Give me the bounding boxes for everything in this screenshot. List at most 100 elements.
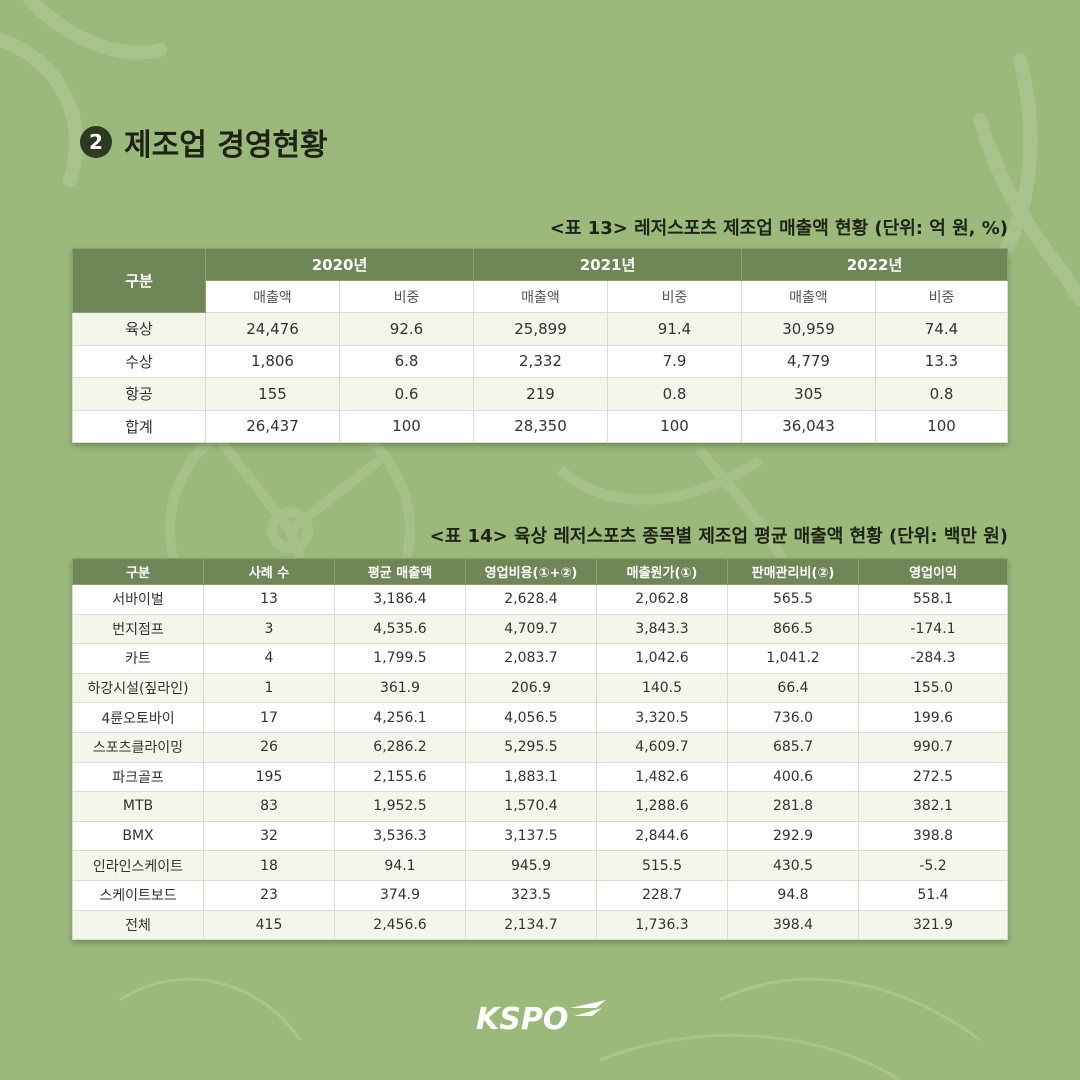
table-cell: 74.4	[875, 312, 1008, 346]
column-header: 영업이익	[858, 558, 1008, 585]
table-row: 카트 4 1,799.5 2,083.7 1,042.6 1,041.2 -284.3	[72, 643, 1008, 674]
sub-header-share: 비중	[607, 280, 742, 313]
sub-header-sales: 매출액	[205, 280, 340, 313]
table-cell: 2,134.7	[465, 909, 597, 941]
table-cell: 736.0	[727, 702, 859, 733]
table-cell: 195	[203, 761, 335, 793]
table-cell: 1,482.6	[596, 761, 728, 793]
table-cell: 26	[203, 731, 335, 763]
section-number-badge: 2	[80, 126, 112, 158]
table-cell: 23	[203, 879, 335, 911]
column-header: 구분	[72, 558, 204, 585]
row-label: 육상	[72, 312, 206, 346]
table-row: 육상 24,476 92.6 25,899 91.4 30,959 74.4	[72, 312, 1008, 346]
table-cell: 94.1	[334, 850, 466, 881]
table-cell: 2,628.4	[465, 584, 597, 615]
table-cell: 17	[203, 702, 335, 733]
table-row: 합계 26,437 100 28,350 100 36,043 100	[72, 409, 1008, 443]
table-cell: 321.9	[858, 909, 1008, 941]
table-cell: 25,899	[473, 312, 608, 346]
table-cell: 1	[203, 672, 335, 704]
table-cell: 28,350	[473, 409, 608, 443]
table-cell: 3,320.5	[596, 702, 728, 733]
row-label: 카트	[72, 643, 204, 674]
table-cell: 4,256.1	[334, 702, 466, 733]
table-cell: 6,286.2	[334, 731, 466, 763]
row-label: 항공	[72, 377, 206, 411]
table-cell: 7.9	[607, 344, 742, 378]
row-label: 4륜오토바이	[72, 702, 204, 733]
table-cell: 206.9	[465, 672, 597, 704]
table-cell: 398.4	[727, 909, 859, 941]
table-cell: 91.4	[607, 312, 742, 346]
table-cell: 4,779	[741, 344, 876, 378]
table-cell: 272.5	[858, 761, 1008, 793]
row-label: 하강시설(짚라인)	[72, 672, 204, 704]
row-label: 스포츠클라이밍	[72, 731, 204, 763]
table-cell: 1,042.6	[596, 643, 728, 674]
year-header: 2022년	[741, 248, 1008, 281]
column-header: 평균 매출액	[334, 558, 466, 585]
table-cell: 4,535.6	[334, 613, 466, 645]
table-cell: 565.5	[727, 584, 859, 615]
table-row: 하강시설(짚라인) 1 361.9 206.9 140.5 66.4 155.0	[72, 672, 1008, 704]
column-header: 사례 수	[203, 558, 335, 585]
table-cell: 2,083.7	[465, 643, 597, 674]
table-cell: 1,288.6	[596, 791, 728, 822]
table-cell: -174.1	[858, 613, 1008, 645]
table-row: 번지점프 3 4,535.6 4,709.7 3,843.3 866.5 -174.1	[72, 613, 1008, 645]
table-cell: 140.5	[596, 672, 728, 704]
table-cell: 0.6	[339, 377, 474, 411]
logo-swoosh	[574, 1008, 602, 1016]
table-cell: 990.7	[858, 731, 1008, 763]
table-cell: 685.7	[727, 731, 859, 763]
section-title: 제조업 경영현황	[124, 128, 328, 163]
table-row: 수상 1,806 6.8 2,332 7.9 4,779 13.3	[72, 344, 1008, 378]
table-cell: 32	[203, 820, 335, 852]
table-cell: 3,536.3	[334, 820, 466, 852]
table-cell: 398.8	[858, 820, 1008, 852]
table-cell: 4	[203, 643, 335, 674]
table-cell: 2,456.6	[334, 909, 466, 941]
table13: 구분 2020년 2021년 2022년 매출액 비중 매출액 비중 매출액 비…	[72, 248, 1008, 443]
table-cell: 2,844.6	[596, 820, 728, 852]
table-cell: 13.3	[875, 344, 1008, 378]
table-cell: 415	[203, 909, 335, 941]
table-cell: 0.8	[607, 377, 742, 411]
table13-body: 육상 24,476 92.6 25,899 91.4 30,959 74.4 수상 1,806 6…	[72, 312, 1008, 443]
table-cell: 515.5	[596, 850, 728, 881]
table-cell: 1,736.3	[596, 909, 728, 941]
row-label: MTB	[72, 791, 204, 822]
table-cell: 4,709.7	[465, 613, 597, 645]
row-label: 인라인스케이트	[72, 850, 204, 881]
table-row: 전체 415 2,456.6 2,134.7 1,736.3 398.4 321.9	[72, 909, 1008, 941]
table-cell: 430.5	[727, 850, 859, 881]
table-row: 파크골프 195 2,155.6 1,883.1 1,482.6 400.6 272.5	[72, 761, 1008, 793]
kspo-logo: KSPO	[476, 1000, 606, 1036]
table-cell: 155	[205, 377, 340, 411]
table-cell: 2,155.6	[334, 761, 466, 793]
table-cell: 374.9	[334, 879, 466, 911]
table-cell: 292.9	[727, 820, 859, 852]
table-cell: 4,609.7	[596, 731, 728, 763]
table-row: 스케이트보드 23 374.9 323.5 228.7 94.8 51.4	[72, 879, 1008, 911]
table-cell: 26,437	[205, 409, 340, 443]
table-cell: 51.4	[858, 879, 1008, 911]
table-cell: 94.8	[727, 879, 859, 911]
table-cell: 382.1	[858, 791, 1008, 822]
sub-header-share: 비중	[339, 280, 474, 313]
row-label: 번지점프	[72, 613, 204, 645]
logo-text: KSPO	[476, 1002, 568, 1036]
row-label: BMX	[72, 820, 204, 852]
table-cell: 92.6	[339, 312, 474, 346]
column-header: 판매관리비(②)	[727, 558, 859, 585]
table-cell: 2,332	[473, 344, 608, 378]
table-cell: 5,295.5	[465, 731, 597, 763]
table-cell: 24,476	[205, 312, 340, 346]
table-cell: 1,041.2	[727, 643, 859, 674]
table-cell: 945.9	[465, 850, 597, 881]
table-cell: 1,570.4	[465, 791, 597, 822]
table-row: BMX 32 3,536.3 3,137.5 2,844.6 292.9 398.8	[72, 820, 1008, 852]
table-cell: 400.6	[727, 761, 859, 793]
table-cell: 305	[741, 377, 876, 411]
